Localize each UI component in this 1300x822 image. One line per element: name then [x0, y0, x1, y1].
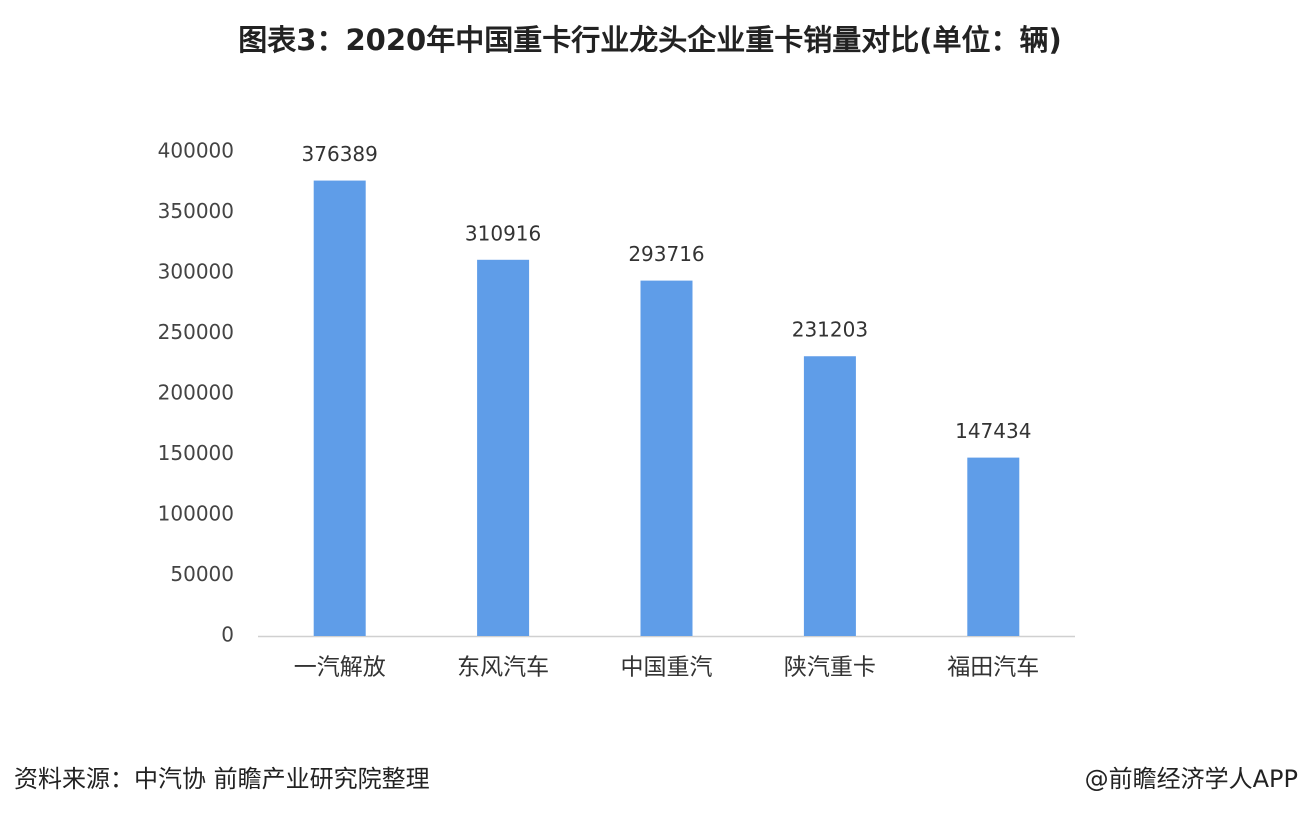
x-tick-label: 东风汽车 — [457, 655, 549, 681]
bar — [313, 180, 366, 636]
y-tick-label: 250000 — [158, 320, 234, 344]
y-tick-label: 100000 — [158, 502, 234, 526]
x-tick-label: 福田汽车 — [947, 655, 1039, 681]
y-tick-label: 150000 — [158, 441, 234, 465]
bar — [967, 457, 1020, 636]
x-tick-label: 一汽解放 — [294, 655, 386, 681]
y-tick-label: 300000 — [158, 260, 234, 284]
credit: @前瞻经济学人APP — [1085, 765, 1298, 793]
data-label: 376389 — [302, 142, 378, 166]
data-label: 293716 — [628, 242, 704, 266]
chart-title: 图表3：2020年中国重卡行业龙头企业重卡销量对比(单位：辆) — [238, 23, 1061, 57]
x-tick-label: 中国重汽 — [621, 655, 713, 681]
y-tick-label: 50000 — [170, 562, 234, 586]
bar — [803, 356, 856, 636]
data-label: 147434 — [955, 419, 1031, 443]
source-note: 资料来源：中汽协 前瞻产业研究院整理 — [14, 765, 430, 793]
data-label: 310916 — [465, 221, 541, 245]
y-tick-label: 0 — [221, 623, 234, 647]
bar — [477, 259, 530, 636]
x-tick-label: 陕汽重卡 — [784, 655, 876, 681]
y-tick-label: 350000 — [158, 199, 234, 223]
bar — [640, 280, 693, 636]
y-tick-label: 400000 — [158, 139, 234, 163]
data-label: 231203 — [792, 318, 868, 342]
y-tick-label: 200000 — [158, 381, 234, 405]
